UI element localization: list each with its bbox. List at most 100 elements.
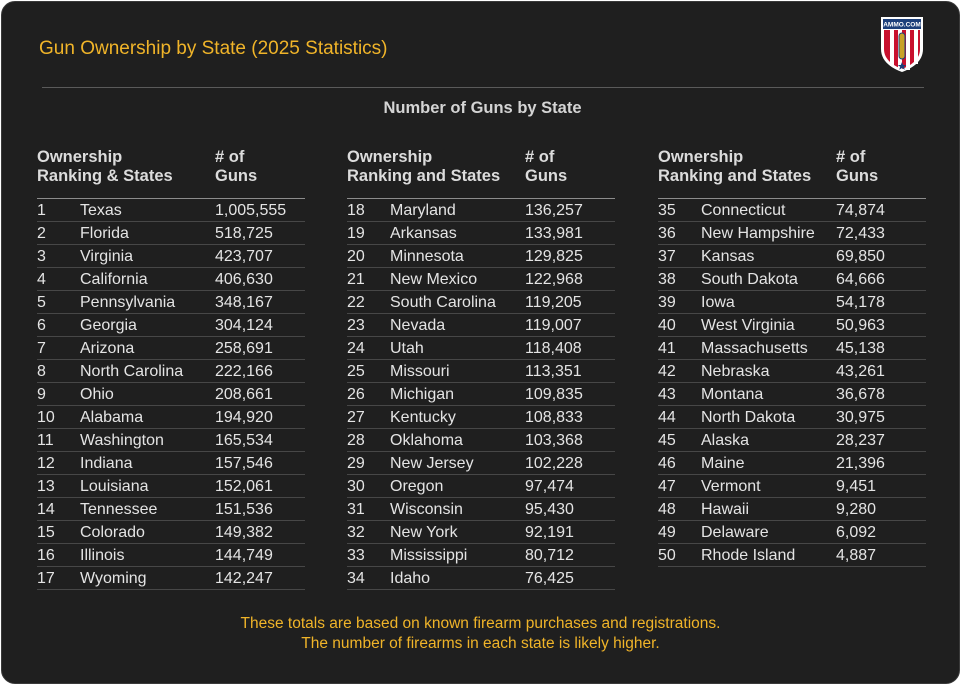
rank-cell: 13 <box>37 478 55 495</box>
rank-cell: 1 <box>37 202 46 219</box>
guns-cell: 151,536 <box>215 501 273 518</box>
table-row: 38 South Dakota 64,666 <box>658 268 926 291</box>
table-row: 36 New Hampshire 72,433 <box>658 222 926 245</box>
rank-cell: 8 <box>37 363 46 380</box>
state-cell: Nebraska <box>701 363 770 380</box>
header-ranking-states: Ownership Ranking and States <box>658 148 812 185</box>
state-cell: Ohio <box>80 386 114 403</box>
guns-cell: 64,666 <box>836 271 885 288</box>
footnote-line-2: The number of firearms in each state is … <box>301 635 660 652</box>
state-cell: Washington <box>80 432 164 449</box>
rank-cell: 44 <box>658 409 676 426</box>
rank-cell: 22 <box>347 294 365 311</box>
guns-cell: 118,408 <box>525 340 582 357</box>
guns-cell: 1,005,555 <box>215 202 287 219</box>
header-divider <box>42 87 924 88</box>
state-cell: Vermont <box>701 478 761 495</box>
rank-cell: 19 <box>347 225 365 242</box>
table-row: 31 Wisconsin 95,430 <box>347 498 615 521</box>
guns-cell: 30,975 <box>836 409 885 426</box>
state-cell: Florida <box>80 225 129 242</box>
state-cell: New York <box>390 524 458 541</box>
guns-cell: 45,138 <box>836 340 885 357</box>
guns-cell: 157,546 <box>215 455 273 472</box>
table-row: 27 Kentucky 108,833 <box>347 406 615 429</box>
rank-cell: 46 <box>658 455 676 472</box>
state-cell: Texas <box>80 202 122 219</box>
guns-cell: 72,433 <box>836 225 885 242</box>
table-row: 34 Idaho 76,425 <box>347 567 615 590</box>
rank-cell: 45 <box>658 432 676 449</box>
rank-cell: 48 <box>658 501 676 518</box>
state-cell: Michigan <box>390 386 455 403</box>
table-row: 40 West Virginia 50,963 <box>658 314 926 337</box>
rank-cell: 35 <box>658 202 676 219</box>
guns-cell: 144,749 <box>215 547 273 564</box>
guns-cell: 28,237 <box>836 432 885 449</box>
state-cell: North Dakota <box>701 409 796 426</box>
table-row: 25 Missouri 113,351 <box>347 360 615 383</box>
state-cell: Oregon <box>390 478 444 495</box>
guns-cell: 304,124 <box>215 317 273 334</box>
guns-cell: 423,707 <box>215 248 273 265</box>
rank-cell: 5 <box>37 294 46 311</box>
guns-cell: 43,261 <box>836 363 885 380</box>
table-row: 23 Nevada 119,007 <box>347 314 615 337</box>
rank-cell: 2 <box>37 225 46 242</box>
rank-cell: 24 <box>347 340 365 357</box>
table-row: 39 Iowa 54,178 <box>658 291 926 314</box>
table-column-2: Ownership Ranking and States # of Guns 18 M… <box>347 148 615 590</box>
state-cell: Oklahoma <box>390 432 463 449</box>
state-cell: Georgia <box>80 317 137 334</box>
guns-cell: 133,981 <box>525 225 583 242</box>
state-cell: South Dakota <box>701 271 798 288</box>
guns-cell: 149,382 <box>215 524 273 541</box>
state-cell: New Hampshire <box>701 225 815 242</box>
guns-cell: 74,874 <box>836 202 885 219</box>
guns-cell: 122,968 <box>525 271 583 288</box>
footnote-line-1: These totals are based on known firearm … <box>240 615 721 632</box>
table-row: 26 Michigan 109,835 <box>347 383 615 406</box>
table-row: 37 Kansas 69,850 <box>658 245 926 268</box>
guns-cell: 76,425 <box>525 570 574 587</box>
guns-cell: 222,166 <box>215 363 273 380</box>
guns-cell: 92,191 <box>525 524 574 541</box>
state-cell: Iowa <box>701 294 735 311</box>
state-cell: West Virginia <box>701 317 795 334</box>
guns-cell: 109,835 <box>525 386 583 403</box>
table-row: 47 Vermont 9,451 <box>658 475 926 498</box>
state-cell: California <box>80 271 148 288</box>
rank-cell: 25 <box>347 363 365 380</box>
state-cell: Alabama <box>80 409 144 426</box>
guns-cell: 152,061 <box>215 478 273 495</box>
rank-cell: 28 <box>347 432 365 449</box>
state-cell: Delaware <box>701 524 769 541</box>
rank-cell: 40 <box>658 317 676 334</box>
guns-cell: 142,247 <box>215 570 273 587</box>
guns-cell: 113,351 <box>525 363 582 380</box>
rank-cell: 47 <box>658 478 676 495</box>
state-cell: Utah <box>390 340 424 357</box>
rank-cell: 20 <box>347 248 365 265</box>
guns-cell: 348,167 <box>215 294 273 311</box>
table-row: 4 California 406,630 <box>37 268 305 291</box>
state-cell: Maine <box>701 455 745 472</box>
rank-cell: 39 <box>658 294 676 311</box>
state-cell: Virginia <box>80 248 134 265</box>
state-cell: Maryland <box>390 202 456 219</box>
guns-cell: 69,850 <box>836 248 885 265</box>
table-row: 3 Virginia 423,707 <box>37 245 305 268</box>
table-row: 10 Alabama 194,920 <box>37 406 305 429</box>
rank-cell: 38 <box>658 271 676 288</box>
guns-cell: 258,691 <box>215 340 273 357</box>
guns-cell: 406,630 <box>215 271 273 288</box>
rank-cell: 36 <box>658 225 676 242</box>
rank-cell: 16 <box>37 547 55 564</box>
rank-cell: 6 <box>37 317 46 334</box>
rank-cell: 7 <box>37 340 46 357</box>
table-row: 41 Massachusetts 45,138 <box>658 337 926 360</box>
table-row: 7 Arizona 258,691 <box>37 337 305 360</box>
table-row: 19 Arkansas 133,981 <box>347 222 615 245</box>
table-row: 2 Florida 518,725 <box>37 222 305 245</box>
state-cell: Louisiana <box>80 478 149 495</box>
